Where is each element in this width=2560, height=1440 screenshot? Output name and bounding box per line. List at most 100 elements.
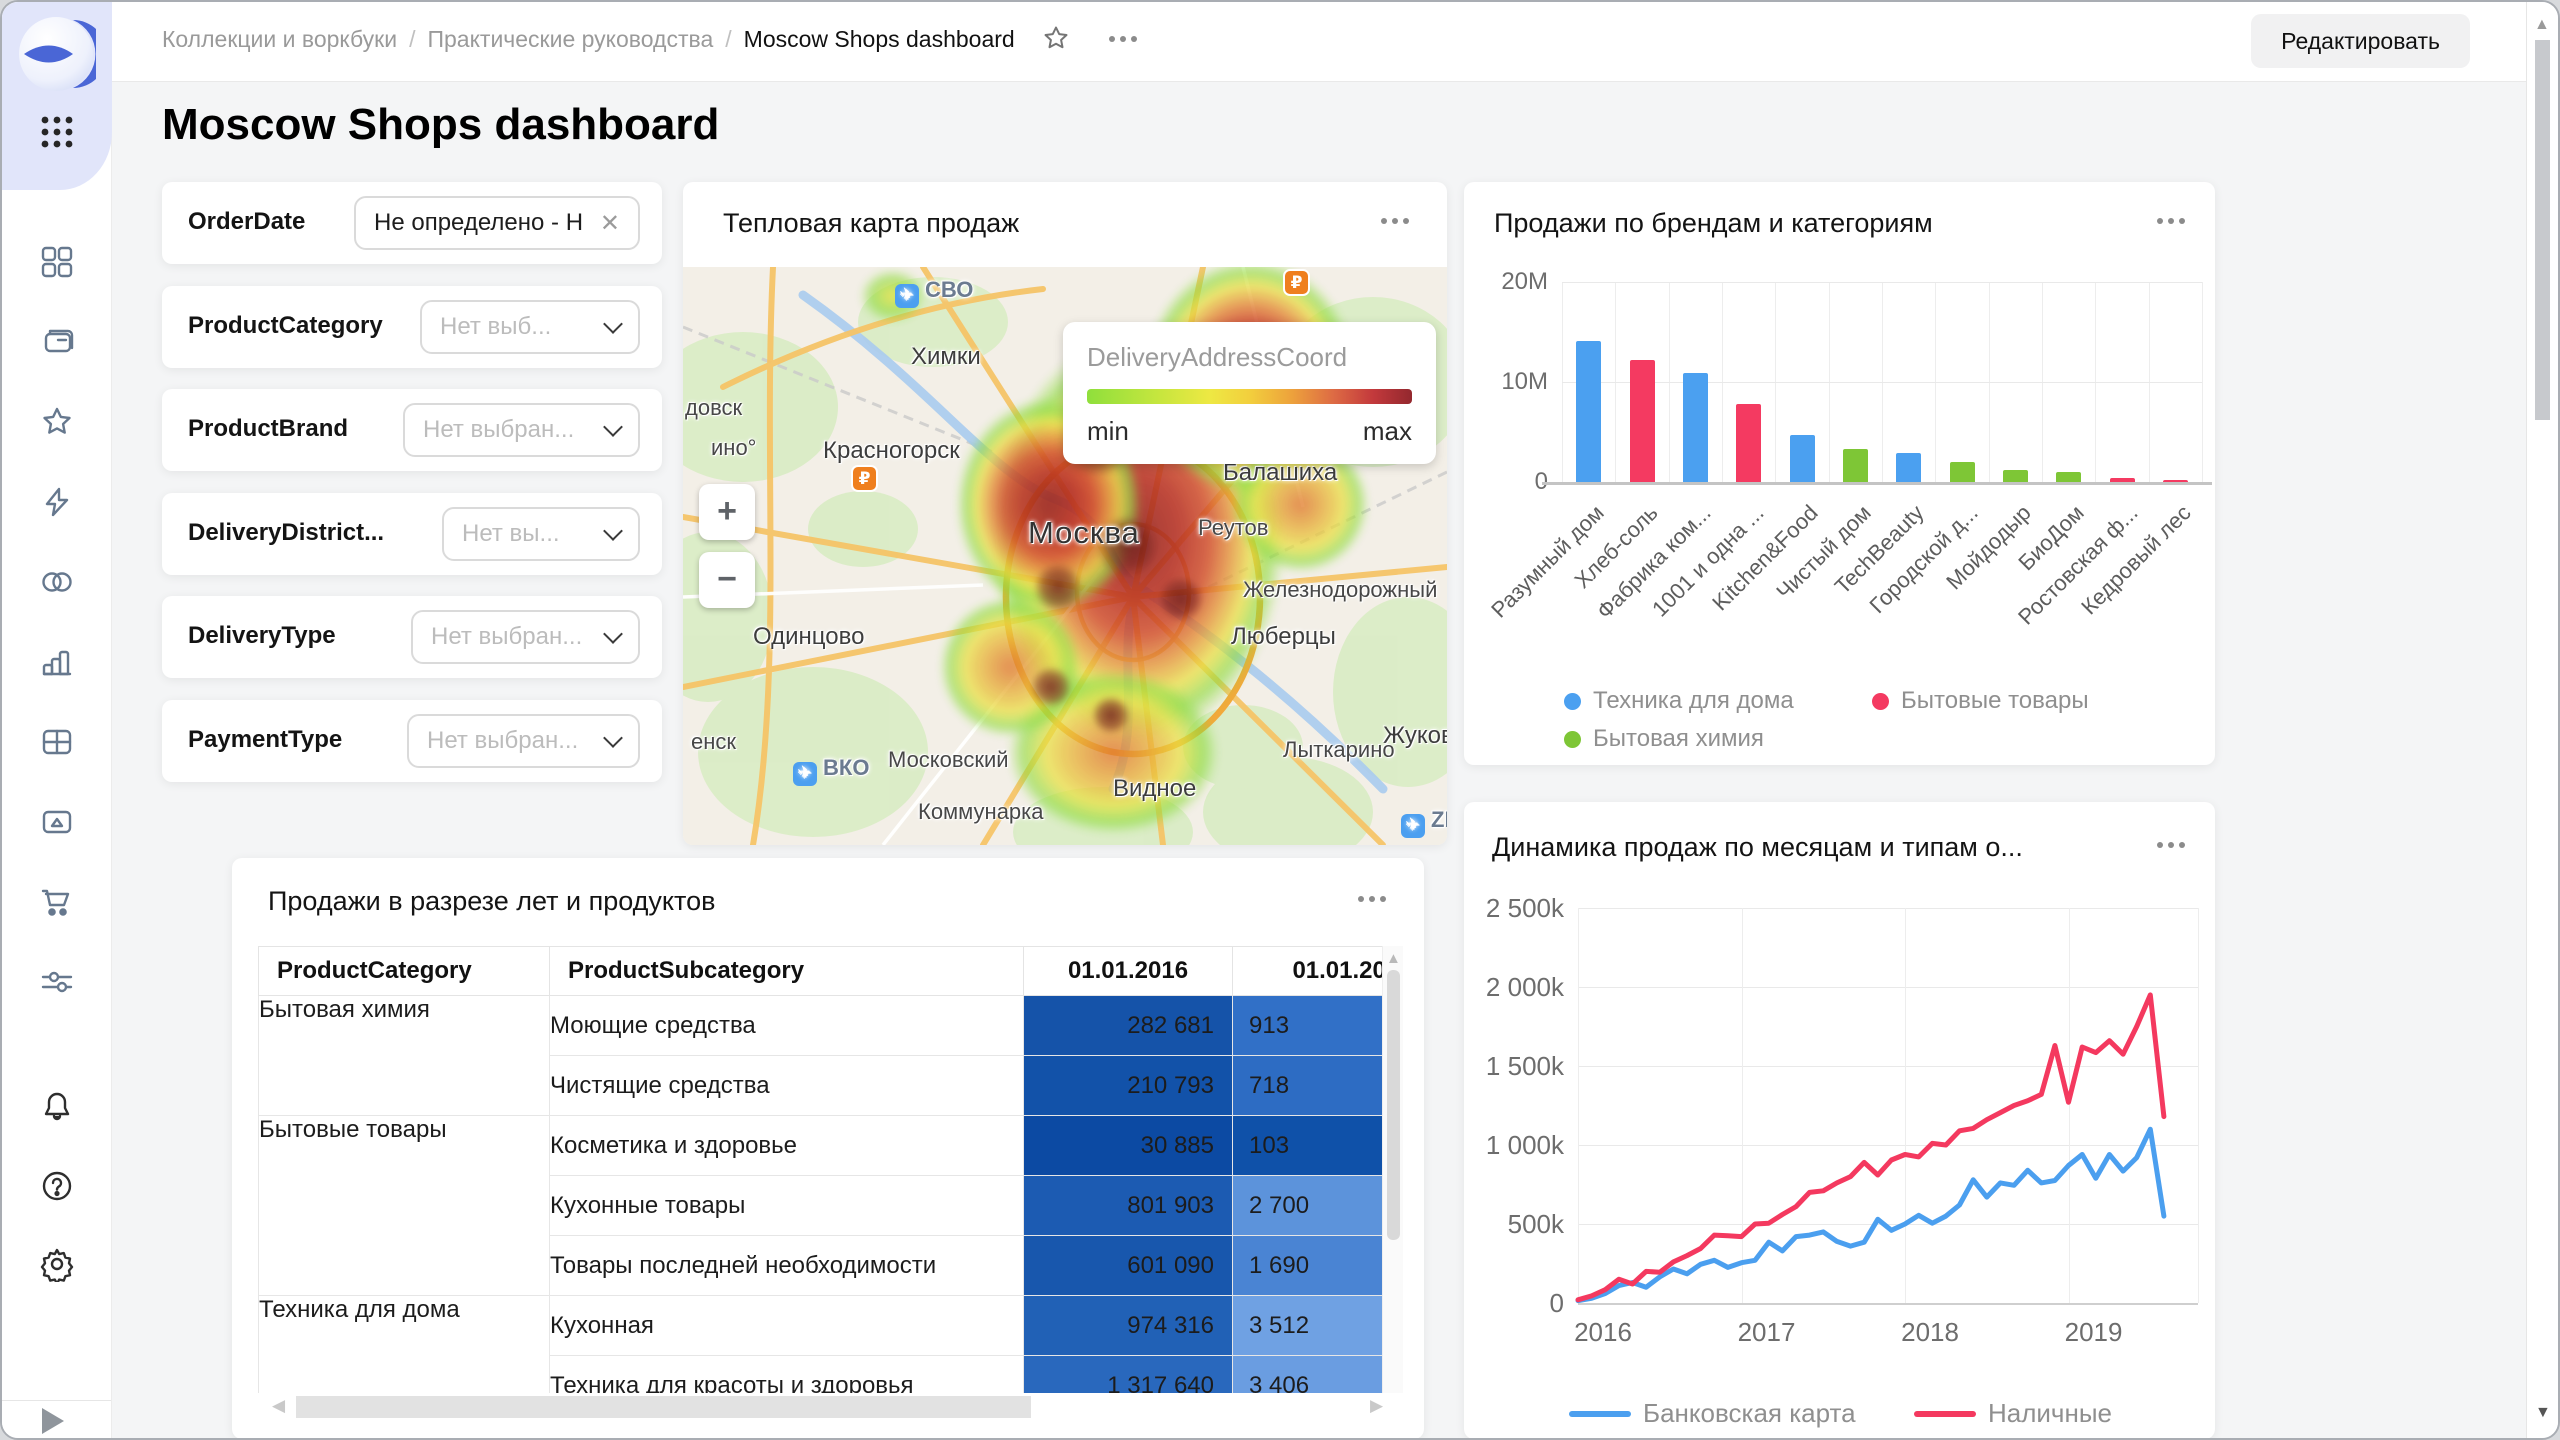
filter-label: DeliveryDistrict... — [188, 519, 385, 546]
breadcrumb-item[interactable]: Коллекции и воркбуки — [162, 25, 398, 52]
bell-icon[interactable] — [39, 1088, 75, 1124]
value-cell-2017: 913 — [1232, 995, 1382, 1056]
subcategory-cell: Косметика и здоровье — [549, 1115, 1024, 1176]
table-hscroll-thumb[interactable] — [296, 1396, 1031, 1418]
bar[interactable] — [1736, 404, 1762, 482]
y-axis-tick-label: 0 — [1549, 1288, 1564, 1318]
gridline — [2068, 908, 2070, 1303]
card-menu-button[interactable] — [2157, 842, 2185, 848]
table-scroll-up[interactable]: ▲ — [1386, 950, 1401, 967]
scroll-down-arrow[interactable]: ▼ — [2535, 1404, 2551, 1421]
collections-icon[interactable] — [39, 324, 75, 360]
bar[interactable] — [1949, 461, 1975, 482]
series-Банковская карта[interactable] — [1575, 1126, 2167, 1304]
value-cell-2016: 601 090 — [1023, 1235, 1233, 1296]
dashboard-icon[interactable] — [39, 244, 75, 280]
legend-item[interactable]: Наличные — [1914, 1398, 2112, 1429]
gridline — [1905, 908, 1907, 1303]
y-axis-tick-label: 2 500k — [1485, 893, 1564, 923]
bar[interactable] — [1682, 373, 1708, 482]
services-sliders-icon[interactable] — [39, 964, 75, 1000]
table-scroll-right[interactable]: ▶ — [1370, 1396, 1384, 1415]
filter-select[interactable]: Нет выбран... — [411, 610, 640, 664]
breadcrumb-item[interactable]: Moscow Shops dashboard — [743, 25, 1015, 52]
map-zoom-in-button[interactable]: + — [699, 484, 755, 540]
card-menu-button[interactable] — [1358, 896, 1386, 902]
subcategory-cell: Кухонная — [549, 1295, 1024, 1356]
storage-folder-icon[interactable] — [39, 804, 75, 840]
filter-select[interactable]: Нет выбран... — [407, 714, 640, 768]
table-row: Техника для дома Кухонная 974 316 3 512 — [258, 1295, 1382, 1393]
bar[interactable] — [2002, 469, 2028, 482]
star-icon[interactable] — [1041, 24, 1071, 54]
charts-bar-icon[interactable] — [39, 644, 75, 680]
legend-dot — [1564, 730, 1581, 748]
filter-value: Нет вы... — [462, 520, 560, 547]
category-cell: Техника для дома — [258, 1295, 550, 1393]
gear-icon[interactable] — [39, 1246, 75, 1285]
bar[interactable] — [2056, 472, 2082, 482]
ellipsis-icon[interactable] — [1108, 36, 1137, 42]
column-header[interactable]: 01.01.2016 — [1023, 946, 1233, 996]
x-axis-baseline — [1542, 482, 2212, 485]
edit-button[interactable]: Редактировать — [2251, 14, 2470, 68]
bar[interactable] — [1842, 449, 1868, 482]
map-place-label: ✈ZIA — [1401, 807, 1447, 838]
value-cell-2017: 3 512 — [1232, 1295, 1382, 1356]
help-icon[interactable] — [39, 1168, 75, 1204]
column-header[interactable]: ProductCategory — [258, 946, 550, 996]
bar[interactable] — [2109, 477, 2135, 482]
table-row: Чистящие средства 210 793 718 — [259, 1055, 1382, 1116]
y-axis-tick-label: 1 000k — [1485, 1130, 1564, 1160]
legend-label: Техника для дома — [1593, 687, 1794, 714]
filter-card-orderdate: OrderDate Не определено - Н ✕ — [162, 182, 662, 264]
favorites-star-icon[interactable] — [39, 404, 75, 440]
legend-label: Наличные — [1988, 1398, 2112, 1428]
legend-item[interactable]: Бытовая химия — [1564, 725, 1764, 753]
marketplace-cart-icon[interactable] — [39, 884, 75, 920]
legend-dot — [1564, 692, 1581, 710]
dashboard-content: Moscow Shops dashboard OrderDate Не опред… — [112, 82, 2530, 1438]
dashboards-table-icon[interactable] — [39, 724, 75, 760]
filter-select[interactable]: Нет вы... — [442, 507, 640, 561]
filter-select[interactable]: Нет выбран... — [403, 403, 640, 457]
legend-item[interactable]: Техника для дома — [1564, 687, 1794, 715]
bar[interactable] — [1629, 360, 1655, 482]
filter-select[interactable]: Нет выб... — [420, 300, 640, 354]
expand-play-icon[interactable] — [42, 1408, 64, 1434]
legend-gradient-bar — [1087, 389, 1412, 404]
map-zoom-out-button[interactable]: − — [699, 552, 755, 608]
legend-label: Банковская карта — [1643, 1398, 1856, 1428]
legend-line-sample — [1914, 1410, 1976, 1417]
connections-lightning-icon[interactable] — [39, 484, 75, 520]
scroll-thumb[interactable] — [2535, 40, 2550, 420]
x-axis-tick-label: 2019 — [2064, 1317, 2123, 1347]
map-place-label: Москва — [1028, 515, 1140, 550]
table-vscroll-thumb[interactable] — [1387, 970, 1400, 1240]
legend-item[interactable]: Банковская карта — [1569, 1398, 1856, 1429]
datasets-venn-icon[interactable] — [39, 564, 75, 600]
table-scroll-left[interactable]: ◀ — [272, 1396, 286, 1415]
legend-item[interactable]: Бытовые товары — [1872, 687, 2089, 715]
airport-plane-icon: ✈ — [895, 284, 919, 308]
card-title: Тепловая карта продаж — [723, 208, 1020, 238]
bar[interactable] — [1896, 453, 1922, 482]
series-Наличные[interactable] — [1575, 992, 2167, 1303]
bar[interactable] — [2162, 479, 2188, 482]
card-menu-button[interactable] — [1381, 218, 1409, 224]
scroll-up-arrow[interactable]: ▲ — [2534, 16, 2550, 33]
clear-x-icon[interactable]: ✕ — [599, 209, 620, 237]
apps-grid-icon[interactable] — [39, 114, 75, 150]
datalens-logo[interactable] — [16, 14, 107, 94]
breadcrumb-item[interactable]: Практические руководства — [427, 25, 714, 52]
bar[interactable] — [1576, 341, 1602, 482]
date-range-input[interactable]: Не определено - Н ✕ — [354, 196, 640, 250]
bar[interactable] — [1789, 435, 1815, 482]
card-menu-button[interactable] — [2157, 218, 2185, 224]
map-canvas[interactable]: ✈ СВО Химки Красногорск довск ино° Одинцово Мос… — [683, 267, 1447, 845]
value-cell-2017: 103 — [1232, 1115, 1382, 1176]
airport-plane-icon: ✈ — [793, 762, 817, 786]
column-header[interactable]: 01.01.2017 — [1232, 946, 1382, 996]
map-place-label: Реутов — [1198, 515, 1269, 540]
column-header[interactable]: ProductSubcategory — [549, 946, 1024, 996]
